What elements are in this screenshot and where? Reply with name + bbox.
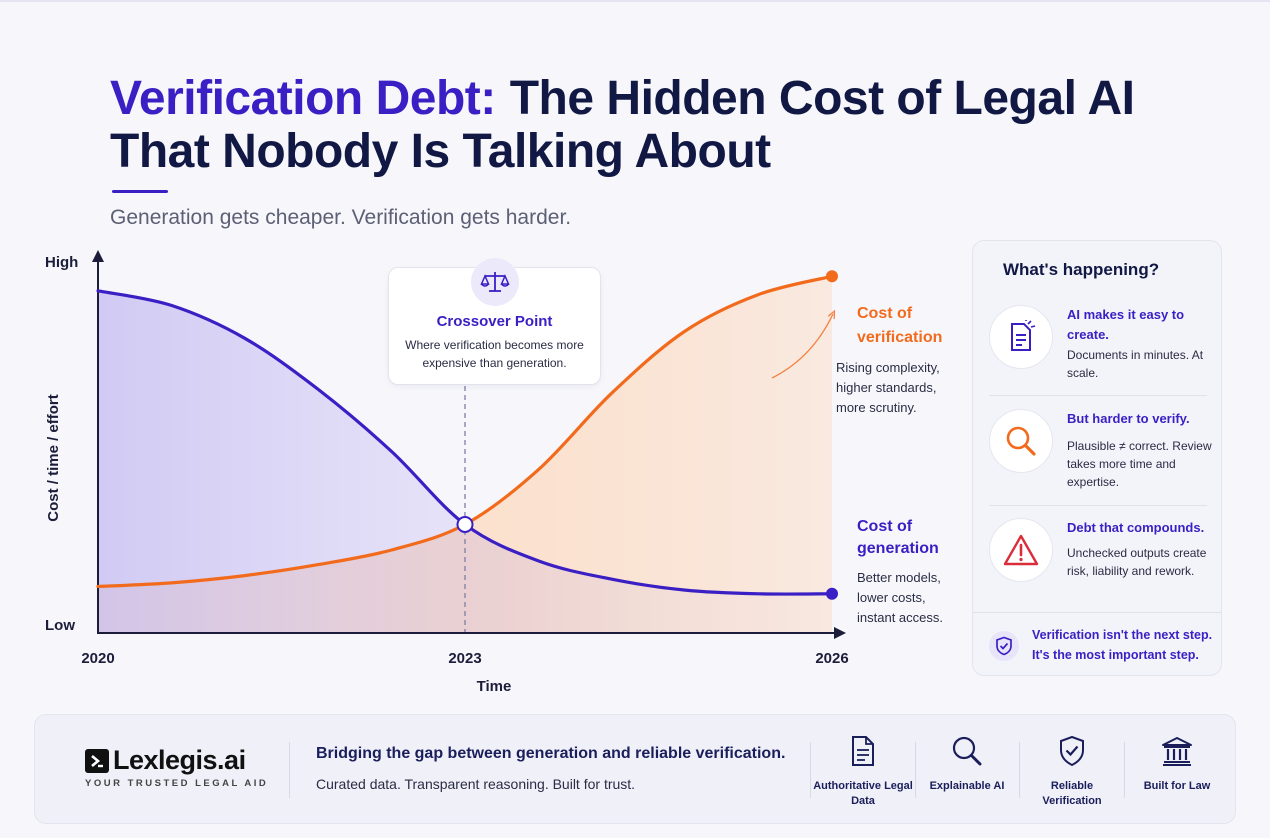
title-accent: Verification Debt: (110, 72, 496, 125)
footer-bar: Lexlegis.ai YOUR TRUSTED LEGAL AID Bridg… (34, 714, 1236, 824)
series-title-generation: Cost of generation (857, 518, 939, 557)
magnifier-icon (989, 409, 1053, 473)
series-desc-line: Better models, (857, 570, 941, 585)
y-tick-high: High (45, 254, 78, 271)
series-title-line: verification (857, 329, 942, 346)
top-border (0, 0, 1270, 2)
scale-icon (471, 258, 519, 306)
crossover-marker (456, 515, 474, 533)
feature-label: Explainable AI (929, 780, 1005, 792)
endpoint-generation (826, 587, 838, 600)
x-tick-label: 2020 (81, 650, 114, 667)
series-desc-line: Rising complexity, (836, 360, 940, 375)
panel-title: What's happening? (1003, 260, 1160, 279)
warning-icon (989, 518, 1053, 582)
panel-item-body: Documents in minutes. At scale. (1067, 348, 1204, 380)
series-desc-line: lower costs, (857, 590, 926, 605)
panel-divider (973, 612, 1221, 613)
shield-check-icon (989, 631, 1019, 661)
brand-mark-icon (85, 748, 109, 773)
y-axis-label: Cost / time / effort (45, 394, 62, 522)
page-subtitle: Generation gets cheaper. Verification ge… (110, 206, 572, 229)
panel-divider (989, 395, 1207, 396)
panel-item-heading: But harder to verify. (1067, 411, 1190, 426)
callout-title: Crossover Point (436, 313, 553, 330)
chart: High Low Cost / time / effort 2020 2023 … (45, 250, 944, 695)
panel-item-heading: AI makes it easy to create. (1067, 307, 1185, 342)
footer-divider (289, 742, 290, 798)
series-title-verification: Cost of verification (857, 305, 942, 346)
panel-item-heading: Debt that compounds. (1067, 520, 1205, 535)
footer-divider (810, 742, 811, 798)
feature-explainable-ai: Explainable AI (915, 733, 1019, 794)
series-title-line: generation (857, 540, 939, 557)
search-icon (915, 733, 1019, 769)
feature-reliable-verification: Reliable Verification (1020, 733, 1124, 809)
x-axis-label: Time (477, 678, 512, 695)
feature-built-for-law: Built for Law (1125, 733, 1229, 794)
series-desc-generation: Better models, lower costs, instant acce… (857, 570, 944, 625)
brand-tagline: YOUR TRUSTED LEGAL AID (85, 778, 269, 789)
title-underline (112, 190, 168, 193)
document-edit-icon (989, 305, 1053, 369)
crossover-callout: Crossover Point Where verification becom… (388, 258, 601, 385)
panel-item-body: Unchecked outputs create risk, liability… (1067, 546, 1207, 578)
feature-label: Built for Law (1143, 780, 1211, 792)
panel-item-body: Plausible ≠ correct. Review takes more t… (1067, 439, 1212, 489)
generation-area (98, 290, 832, 633)
series-title-line: Cost of (857, 305, 913, 322)
series-line-verification (96, 274, 834, 589)
series-desc-line: higher standards, (836, 380, 936, 395)
whats-happening-panel: What's happening? AI makes it easy to cr… (972, 240, 1222, 676)
endpoint-verification (826, 270, 838, 283)
feature-label: Authoritative Legal Data (813, 780, 913, 807)
verification-trend-arrow (771, 314, 833, 379)
feature-legal-data: Authoritative Legal Data (811, 733, 915, 809)
footer-headline: Bridging the gap between generation and … (316, 745, 786, 762)
x-tick-label: 2026 (815, 650, 848, 667)
title-line-2: That Nobody Is Talking About (110, 125, 771, 178)
footer-divider (915, 742, 916, 798)
courthouse-icon (1125, 733, 1229, 769)
feature-label: Reliable Verification (1042, 780, 1102, 807)
brand-name: Lexlegis.ai (113, 745, 246, 775)
callout-description: Where verification becomes more expensiv… (405, 338, 584, 370)
panel-divider (989, 505, 1207, 506)
brand-logo: Lexlegis.ai (85, 745, 246, 776)
series-desc-line: more scrutiny. (836, 400, 917, 415)
title-rest: The Hidden Cost of Legal AI (509, 72, 1135, 125)
footer-subline: Curated data. Transparent reasoning. Bui… (316, 776, 636, 792)
series-desc-line: instant access. (857, 610, 943, 625)
footer-divider (1019, 742, 1020, 798)
page-title: Verification Debt: The Hidden Cost of Leg… (110, 72, 1135, 178)
panel-footer-text: Verification isn't the next step. It's t… (1032, 628, 1213, 662)
series-desc-verification: Rising complexity, higher standards, mor… (836, 360, 943, 415)
shield-check-icon (1020, 733, 1124, 769)
y-tick-low: Low (45, 617, 75, 634)
series-title-line: Cost of (857, 518, 913, 535)
title-line-1: Verification Debt: The Hidden Cost of Leg… (110, 72, 1135, 125)
document-icon (811, 733, 915, 769)
x-tick-label: 2023 (448, 650, 481, 667)
footer-divider (1124, 742, 1125, 798)
verification-area (98, 276, 832, 633)
